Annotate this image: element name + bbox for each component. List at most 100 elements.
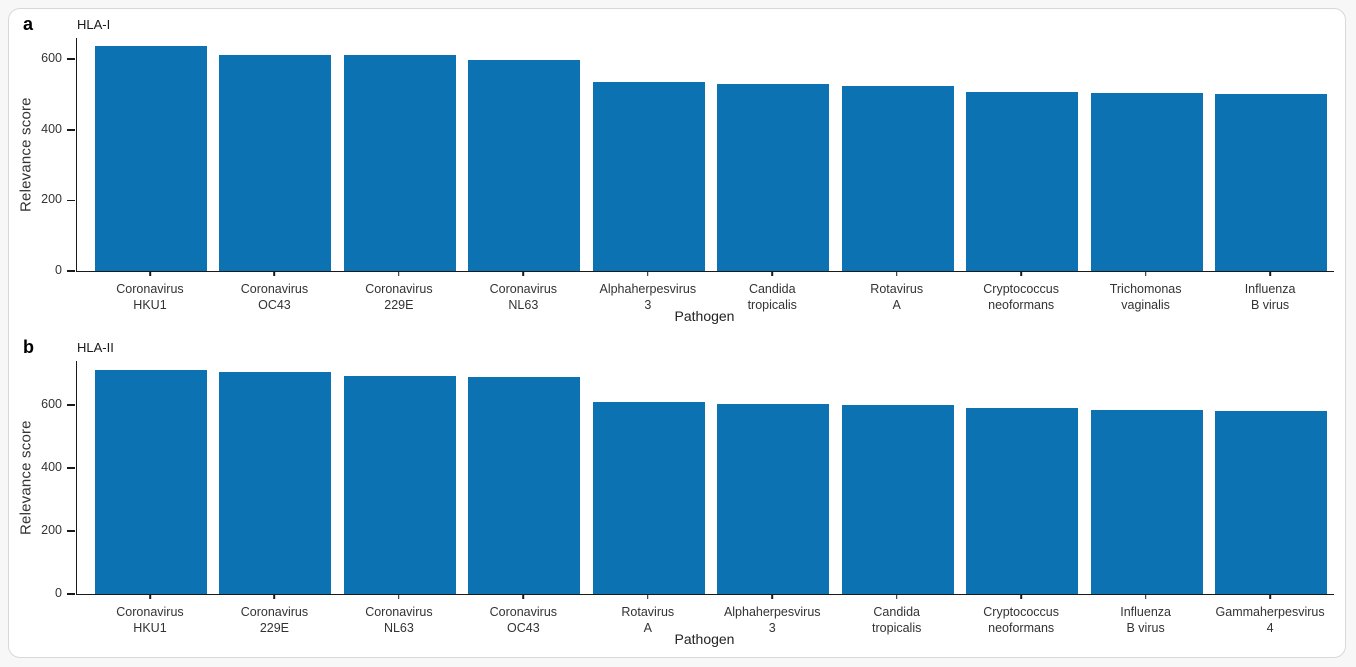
x-tick-label-line: Cryptococcus (983, 282, 1060, 296)
y-tick-mark (67, 199, 76, 202)
bar (1090, 409, 1203, 594)
x-tick-label-line: Candida (873, 605, 920, 619)
x-tick-label-line: Coronavirus (240, 605, 309, 619)
x-tick-label: Coronavirus 229E (218, 595, 330, 637)
y-tick-mark (67, 467, 76, 469)
x-tick-label: Coronavirus HKU1 (94, 272, 206, 314)
x-tick-label: Coronavirus HKU1 (94, 595, 206, 637)
chart-title: HLA-II (77, 340, 114, 355)
x-tick-mark (1020, 272, 1022, 276)
x-tick-label-line: A (643, 621, 652, 636)
bar (841, 85, 954, 271)
x-tick-label-line: tropicalis (872, 621, 922, 636)
bar (1215, 411, 1328, 594)
x-tick-label: Influenza B virus (1090, 595, 1202, 637)
y-tick-label: 0 (55, 586, 62, 600)
x-tick-mark (771, 595, 774, 599)
x-tick-label-line: Coronavirus (489, 282, 558, 296)
x-tick-label-line: Coronavirus (116, 605, 184, 619)
x-tick-label-line: Influenza (1120, 605, 1171, 619)
x-tick-mark (771, 272, 774, 276)
x-tick-label-line: Coronavirus (489, 605, 558, 619)
bar (343, 375, 456, 594)
y-axis-label: Relevance score (17, 420, 35, 535)
x-tick-label: Candida tropicalis (841, 595, 953, 637)
x-tick-label-line: 4 (1266, 621, 1274, 636)
y-axis-label: Relevance score (17, 97, 35, 212)
x-tick-label-line: Rotavirus (621, 605, 675, 619)
x-tick-label-line: 229E (384, 298, 414, 313)
x-tick-label-line: NL63 (508, 298, 539, 313)
bar (966, 91, 1079, 271)
x-tick-mark (1269, 272, 1271, 276)
x-tick-label-line: vaginalis (1121, 298, 1170, 313)
bars-group (77, 361, 1334, 594)
bar (592, 401, 705, 594)
bar (219, 372, 332, 594)
x-tick-mark (398, 595, 400, 599)
x-tick-label-line: Alphaherpesvirus (599, 282, 697, 296)
x-tick-label: Candida tropicalis (716, 272, 828, 314)
x-tick-label: Coronavirus OC43 (467, 595, 579, 637)
y-tick-mark (67, 58, 76, 61)
plot-area: 0 200 400 600 (41, 361, 1334, 600)
y-tick-label: 200 (41, 523, 62, 538)
x-tick-labels: Coronavirus HKU1 Coronavirus OC43 Coronaviru… (76, 272, 1333, 314)
x-tick-mark (895, 272, 898, 276)
y-tick-label: 600 (41, 51, 62, 66)
x-tick-label: Trichomonas vaginalis (1090, 272, 1202, 314)
x-tick-label-line: Cryptococcus (983, 605, 1060, 619)
y-tick-mark (67, 270, 76, 272)
bar (841, 404, 954, 594)
x-tick-label-line: HKU1 (133, 621, 167, 636)
x-tick-label: Coronavirus NL63 (343, 595, 455, 637)
x-tick-label-line: Alphaherpesvirus (723, 605, 821, 619)
x-tick-label: Coronavirus 229E (343, 272, 455, 314)
x-tick-mark (646, 595, 649, 599)
x-tick-label-line: neoformans (988, 621, 1055, 636)
x-tick-label-line: Influenza (1244, 282, 1296, 296)
x-tick-label: Gammaherpesvirus 4 (1214, 595, 1326, 637)
x-tick-label: Influenza B virus (1214, 272, 1326, 314)
x-tick-label-line: Rotavirus (870, 282, 924, 296)
bar (1215, 94, 1328, 271)
panel-hla-2: b HLA-II Relevance score 0 200 400 600 Coro… (9, 334, 1345, 656)
plot-area: 0 200 400 600 (41, 38, 1334, 277)
x-tick-label-line: Gammaherpesvirus (1215, 605, 1325, 619)
x-tick-mark (1144, 595, 1147, 599)
y-tick-mark (67, 530, 76, 532)
y-tick-mark (67, 404, 76, 406)
x-tick-label-line: A (892, 298, 901, 313)
chart-title: HLA-I (77, 17, 111, 32)
panel-letter: a (23, 14, 34, 34)
x-tick-mark (646, 272, 649, 276)
y-tick-label: 400 (41, 460, 62, 475)
x-tick-label-line: OC43 (258, 298, 291, 313)
x-tick-label-line: tropicalis (747, 298, 797, 313)
x-tick-label-line: neoformans (988, 298, 1055, 313)
bar (468, 59, 581, 271)
x-tick-label-line: Candida (748, 282, 796, 296)
x-tick-mark (273, 595, 276, 599)
x-tick-label: Alphaherpesvirus 3 (592, 272, 704, 314)
x-tick-label: Alphaherpesvirus 3 (716, 595, 828, 637)
bar (1090, 93, 1203, 271)
x-tick-label-line: B virus (1250, 298, 1290, 313)
x-tick-label: Coronavirus NL63 (467, 272, 579, 314)
y-tick-label: 600 (41, 397, 62, 412)
y-tick-mark (67, 128, 76, 131)
bar (717, 403, 830, 594)
x-tick-labels: Coronavirus HKU1 Coronavirus 229E Coronaviru… (76, 595, 1333, 637)
bar (219, 54, 332, 271)
x-tick-mark (522, 595, 525, 599)
x-tick-mark (149, 595, 151, 599)
x-tick-mark (1269, 595, 1271, 599)
y-tick-label: 200 (41, 192, 62, 207)
bar (343, 54, 456, 271)
x-tick-label-line: OC43 (507, 621, 540, 636)
x-tick-mark (149, 272, 151, 276)
bar (468, 377, 581, 594)
x-tick-label-line: HKU1 (133, 298, 167, 313)
bar (717, 83, 830, 271)
x-tick-label: Coronavirus OC43 (218, 272, 330, 314)
